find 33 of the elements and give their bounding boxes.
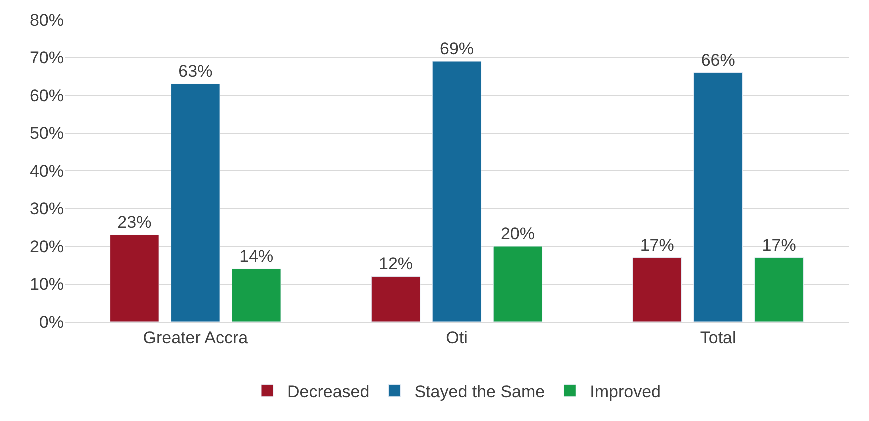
legend-label: Improved	[590, 382, 662, 402]
data-label: 17%	[762, 236, 796, 255]
x-tick-label: Total	[700, 328, 736, 348]
bar	[371, 276, 421, 322]
bar	[694, 72, 743, 322]
y-tick-label: 20%	[30, 237, 64, 256]
y-tick-label: 50%	[30, 124, 64, 144]
y-tick-label: 40%	[30, 162, 64, 181]
x-tick-label: Oti	[446, 328, 468, 348]
y-tick-label: 10%	[30, 275, 64, 294]
data-label: 20%	[500, 224, 535, 244]
data-label: 14%	[240, 247, 274, 266]
data-label: 12%	[379, 254, 414, 274]
y-tick-label: 0%	[39, 312, 64, 332]
data-label: 63%	[178, 62, 213, 82]
data-label: 23%	[118, 213, 152, 232]
x-tick-label: Greater Accra	[143, 328, 249, 348]
bar	[632, 258, 682, 322]
data-label: 69%	[440, 40, 474, 59]
bar	[171, 84, 220, 322]
y-tick-label: 60%	[30, 86, 64, 106]
bar	[754, 258, 804, 322]
bar	[493, 246, 543, 322]
bar	[432, 61, 482, 322]
data-label: 17%	[640, 236, 674, 255]
bar	[110, 234, 160, 322]
y-tick-label: 70%	[30, 48, 64, 68]
bar	[232, 268, 282, 322]
data-label: 66%	[701, 50, 736, 70]
y-tick-label: 80%	[30, 10, 64, 30]
y-tick-label: 30%	[30, 200, 64, 219]
legend-label: Decreased	[288, 382, 370, 402]
legend-label: Stayed the Same	[414, 382, 546, 402]
